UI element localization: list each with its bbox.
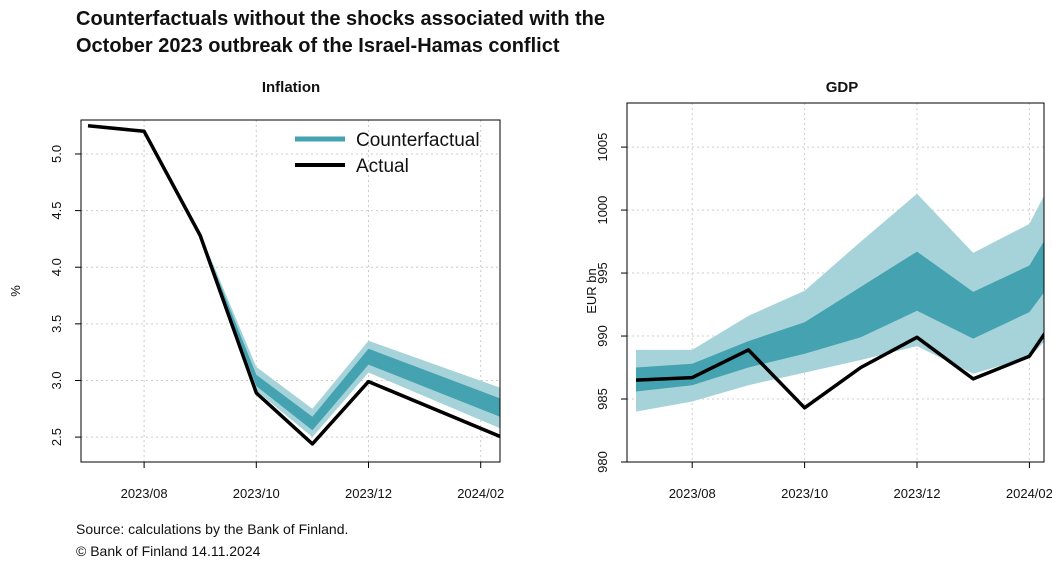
figure-title-line-1: Counterfactuals without the shocks assoc… (76, 8, 605, 30)
plot-area (635, 193, 1044, 412)
actual-line (635, 331, 1044, 410)
x-tick-label: 2023/08 (669, 486, 716, 501)
plot-frame (626, 102, 1045, 463)
plot-frame (80, 119, 501, 463)
y-tick-label: 5.0 (49, 145, 64, 163)
legend-counterfactual-label: Counterfactual (356, 130, 480, 151)
y-axis-label: EUR bn (584, 268, 599, 314)
panel-title: Inflation (262, 79, 320, 96)
legend-actual-label: Actual (356, 156, 409, 177)
y-tick-label: 980 (595, 451, 610, 473)
x-tick-label: 2023/12 (894, 486, 941, 501)
x-tick-label: 2023/10 (781, 486, 828, 501)
y-tick-label: 2.5 (49, 428, 64, 446)
y-tick-label: 4.0 (49, 258, 64, 276)
x-tick-label: 2023/08 (121, 486, 168, 501)
copyright-note: © Bank of Finland 14.11.2024 (76, 543, 261, 559)
inner-uncertainty-band (88, 125, 500, 431)
panel-title: GDP (826, 79, 859, 96)
y-tick-label: 3.0 (49, 371, 64, 389)
y-tick-label: 985 (595, 388, 610, 410)
y-tick-label: 995 (595, 262, 610, 284)
x-tick-label: 2024/02 (457, 486, 504, 501)
figure-title: Counterfactuals without the shocks assoc… (76, 6, 976, 60)
actual-line (87, 123, 500, 446)
source-note: Source: calculations by the Bank of Finl… (76, 521, 349, 537)
inflation-chart: Inflation% 2.5 3.0 3.5 4.0 4.5 5.0 2023/08 2023/… (8, 79, 504, 501)
x-tick-label: 2023/10 (233, 486, 280, 501)
y-tick-label: 990 (595, 325, 610, 347)
y-tick-label: 1000 (595, 196, 610, 225)
x-tick-label: 2024/02 (1006, 486, 1052, 501)
figure-title-line-2: October 2023 outbreak of the Israel-Hama… (76, 35, 560, 57)
outer-uncertainty-band (88, 125, 500, 438)
figure-footer: Source: calculations by the Bank of Finl… (76, 518, 348, 562)
plot-area (87, 123, 500, 446)
y-tick-label: 1005 (595, 133, 610, 162)
x-tick-label: 2023/12 (345, 486, 392, 501)
y-tick-label: 3.5 (49, 315, 64, 333)
gdp-chart: GDP EUR bn 980 985 990 995 1000 1005 2023/08 2023… (584, 79, 1052, 501)
y-axis-label: % (8, 285, 23, 297)
y-tick-label: 4.5 (49, 202, 64, 220)
